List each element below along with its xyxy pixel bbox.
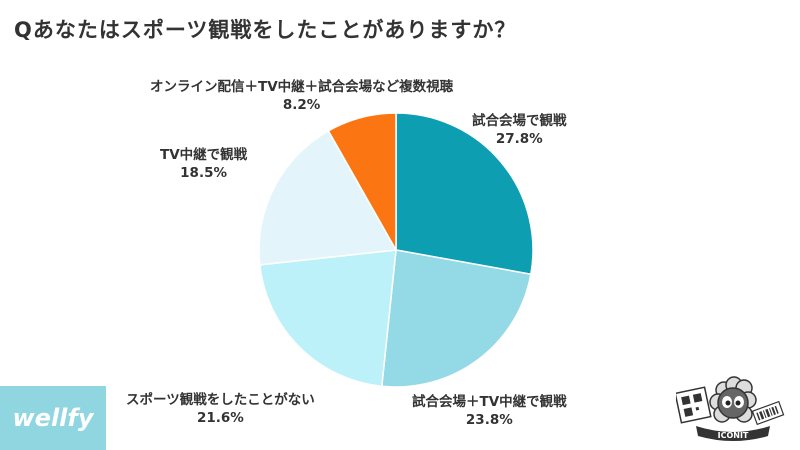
pie-slice-4 <box>258 129 398 266</box>
pie-slice-5 <box>327 112 397 253</box>
slice-percent: 27.8% <box>495 131 543 147</box>
slice-label-multi: オンライン配信＋TV中継＋試合会場など複数視聴 8.2% <box>150 78 453 114</box>
slice-label-text: TV中継で観戦 <box>160 147 248 163</box>
iconit-sheep-logo: ICONIT <box>676 376 785 441</box>
slice-label-venue-plus-tv: 試合会場＋TV中継で観戦 23.8% <box>412 393 567 429</box>
iconit-logo-text: ICONIT <box>718 431 749 440</box>
pie-slice-3 <box>258 249 397 388</box>
slice-percent: 23.8% <box>465 412 513 428</box>
slice-percent: 18.5% <box>180 165 227 181</box>
slice-label-text: 試合会場で観戦 <box>472 113 567 129</box>
pie-slice-2 <box>380 249 532 388</box>
slice-label-text: 試合会場＋TV中継で観戦 <box>412 394 567 410</box>
slice-percent: 21.6% <box>196 410 244 426</box>
slice-label-tv: TV中継で観戦 18.5% <box>160 146 247 182</box>
page-title: Qあなたはスポーツ観戦をしたことがありますか？ <box>14 18 517 42</box>
wellfy-logo-text: wellfy <box>12 404 94 432</box>
slice-label-venue: 試合会場で観戦 27.8% <box>472 112 567 148</box>
slice-label-text: オンライン配信＋TV中継＋試合会場など複数視聴 <box>150 79 454 95</box>
wellfy-logo: wellfy <box>0 386 106 450</box>
slice-label-never: スポーツ観戦をしたことがない 21.6% <box>126 391 315 427</box>
slice-percent: 8.2% <box>282 97 321 113</box>
pie-slice-1 <box>395 112 534 276</box>
slice-label-text: スポーツ観戦をしたことがない <box>126 392 315 408</box>
